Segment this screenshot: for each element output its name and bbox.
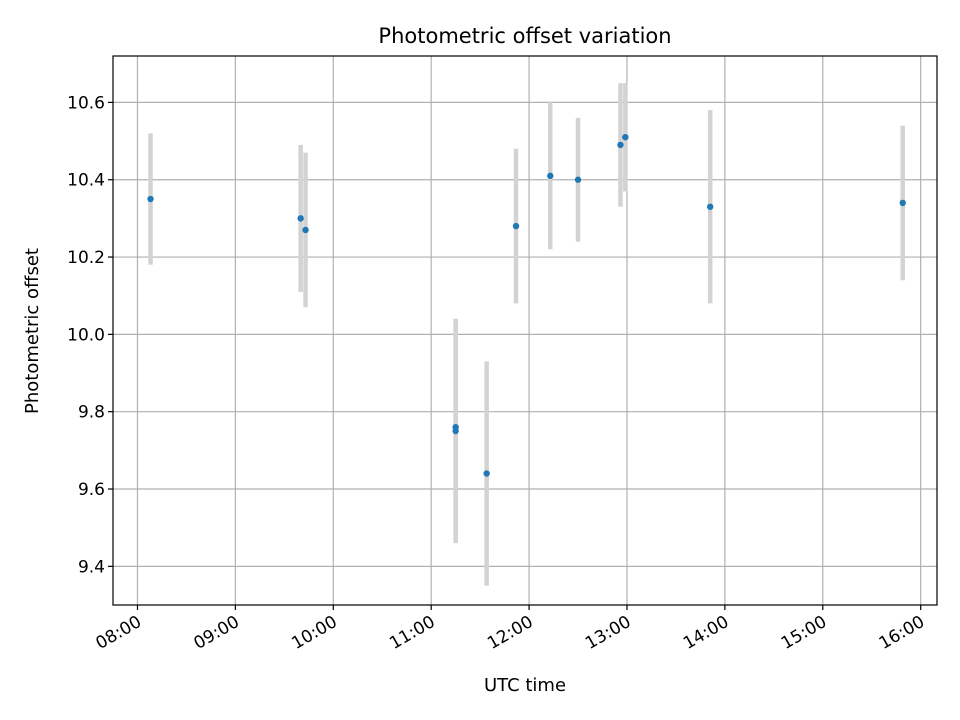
data-point <box>483 470 490 477</box>
y-tick-label: 9.8 <box>78 403 105 423</box>
y-axis-label: Photometric offset <box>22 248 43 414</box>
chart-title: Photometric offset variation <box>378 24 671 48</box>
data-point <box>452 427 459 435</box>
y-tick-label: 10.6 <box>67 93 105 113</box>
data-point <box>706 203 714 210</box>
data-point <box>574 176 582 183</box>
data-point <box>147 195 154 203</box>
plot-frame <box>112 55 938 606</box>
x-axis-label: UTC time <box>484 675 566 696</box>
y-tick-label: 10.2 <box>67 248 105 268</box>
data-point <box>512 222 520 230</box>
data-point <box>297 215 304 222</box>
data-point <box>622 133 629 141</box>
data-point <box>617 141 624 149</box>
data-point <box>899 199 906 207</box>
y-tick-label: 9.6 <box>78 480 105 500</box>
y-tick-label: 10.4 <box>67 171 105 191</box>
y-tick-label: 9.4 <box>78 557 105 577</box>
data-point <box>302 226 309 234</box>
data-points <box>147 133 906 477</box>
y-tick-label: 10.0 <box>67 325 105 345</box>
y-axis-ticks: 9.4 9.6 9.8 10.0 10.2 10.4 10.6 <box>67 93 113 577</box>
data-point <box>547 172 554 180</box>
